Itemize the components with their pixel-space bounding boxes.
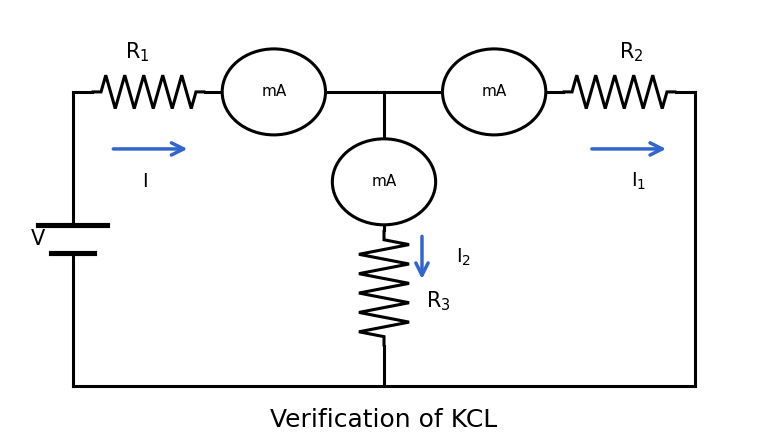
Text: V: V <box>31 229 45 249</box>
Text: Verification of KCL: Verification of KCL <box>270 408 498 432</box>
Text: I: I <box>142 173 147 191</box>
Text: mA: mA <box>261 84 286 99</box>
Text: I$_1$: I$_1$ <box>631 171 646 193</box>
Ellipse shape <box>333 139 435 225</box>
Text: I$_2$: I$_2$ <box>456 247 472 268</box>
Text: R$_1$: R$_1$ <box>125 41 150 64</box>
Text: mA: mA <box>482 84 507 99</box>
Ellipse shape <box>442 49 546 135</box>
Text: R$_2$: R$_2$ <box>618 41 643 64</box>
Ellipse shape <box>222 49 326 135</box>
Text: R$_3$: R$_3$ <box>425 290 451 313</box>
Text: mA: mA <box>372 174 396 190</box>
